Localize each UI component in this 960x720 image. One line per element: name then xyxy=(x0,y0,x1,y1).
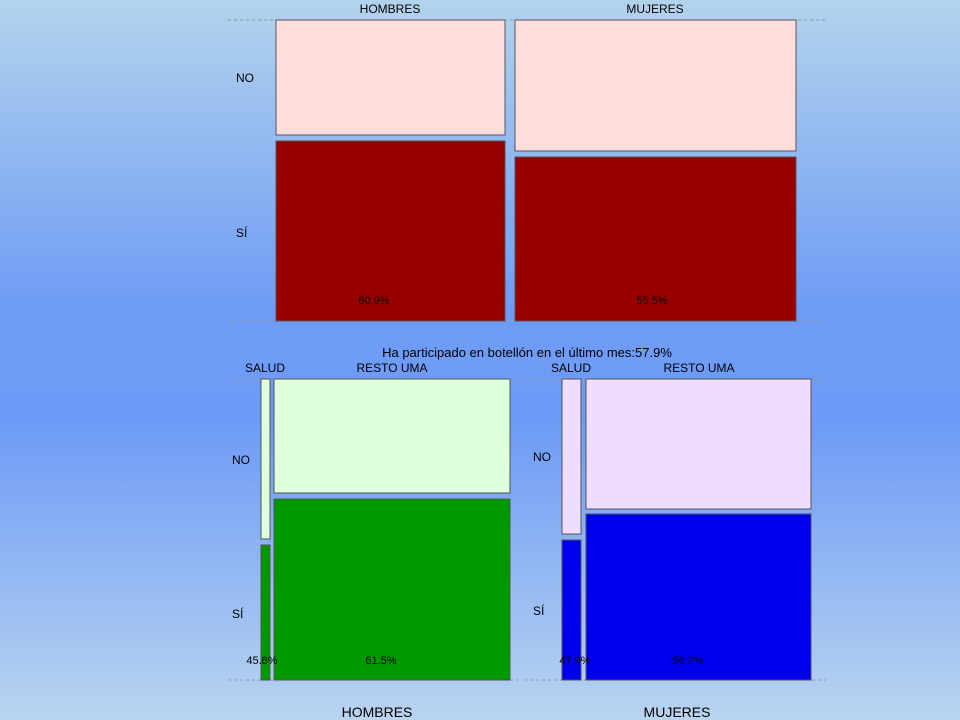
cell-salud-no xyxy=(260,378,271,540)
mosaic-panel-sexo: HOMBRES MUJERES NO SÍ 60.9% 55.5% xyxy=(228,2,826,322)
row-label-no: NO xyxy=(533,450,551,464)
row-label-si: SÍ xyxy=(232,606,244,621)
column-label-resto-uma: RESTO UMA xyxy=(663,361,734,375)
group-label-mujeres: MUJERES xyxy=(644,704,711,720)
mosaic-panel-mujeres: SALUD RESTO UMA NO SÍ 47.9% 56.2% MUJERE… xyxy=(524,361,826,720)
cell-resto-uma-no xyxy=(585,378,812,510)
row-label-si: SÍ xyxy=(236,225,248,240)
column-label-resto-uma: RESTO UMA xyxy=(356,361,427,375)
mosaic-panel-hombres: SALUD RESTO UMA NO SÍ 45.8% 61.5% HOMBRE… xyxy=(228,361,518,720)
cell-hombres-si xyxy=(275,140,506,322)
row-label-no: NO xyxy=(232,453,250,467)
cell-salud-si xyxy=(260,544,271,681)
row-label-no: NO xyxy=(236,71,254,85)
cell-hombres-no xyxy=(275,19,506,136)
column-label-mujeres: MUJERES xyxy=(626,2,683,16)
value-label-hombres-si: 60.9% xyxy=(358,295,389,307)
chart-title: Ha participado en botellón en el último … xyxy=(382,345,672,360)
cell-mujeres-no xyxy=(514,19,797,152)
row-label-si: SÍ xyxy=(533,603,545,618)
column-label-salud: SALUD xyxy=(245,361,285,375)
column-label-salud: SALUD xyxy=(551,361,591,375)
value-label-salud-si: 45.8% xyxy=(246,655,277,667)
column-label-hombres: HOMBRES xyxy=(360,2,421,16)
cell-resto-uma-no xyxy=(273,378,511,494)
cell-resto-uma-si xyxy=(273,498,511,681)
group-label-hombres: HOMBRES xyxy=(342,704,413,720)
cell-salud-no xyxy=(561,378,582,535)
value-label-salud-si: 47.9% xyxy=(559,655,590,667)
cell-mujeres-si xyxy=(514,156,797,322)
value-label-mujeres-si: 55.5% xyxy=(636,295,667,307)
cell-salud-si xyxy=(561,539,582,681)
value-label-resto-uma-si: 61.5% xyxy=(365,655,396,667)
value-label-resto-uma-si: 56.2% xyxy=(672,655,703,667)
cell-resto-uma-si xyxy=(585,513,812,681)
